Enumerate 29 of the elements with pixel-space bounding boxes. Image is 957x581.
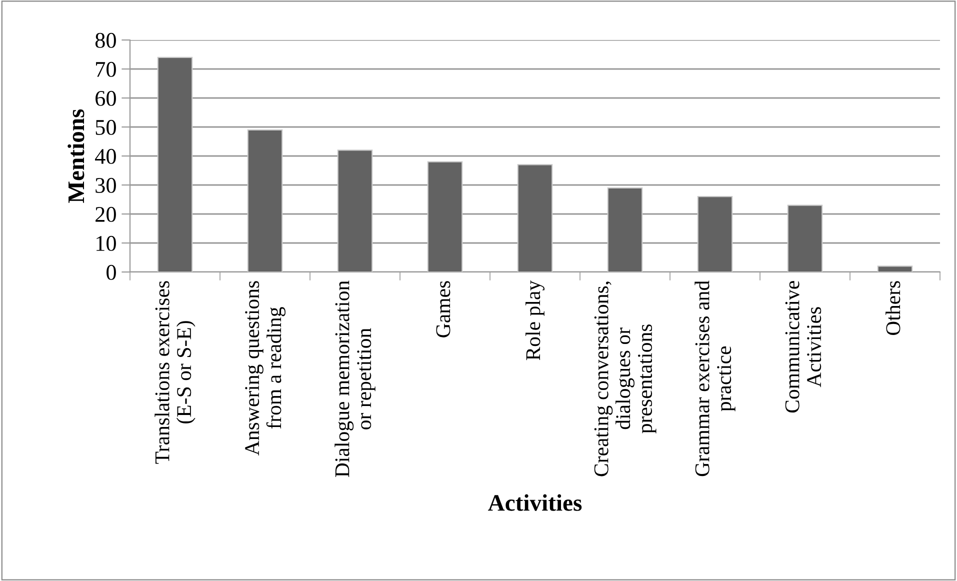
x-tick-label: Others [886, 281, 900, 336]
bar [157, 56, 193, 272]
y-tick-label: 50 [96, 120, 116, 135]
y-tick-label: 80 [95, 32, 116, 48]
x-tick-label: Role play [526, 280, 544, 360]
bar [697, 196, 733, 272]
x-tick-label: Creating conversations, dialogues or presentations [594, 282, 656, 476]
y-tick-label: 30 [96, 178, 116, 193]
y-tick-label: 10 [96, 236, 116, 251]
bar [337, 150, 373, 272]
x-tick-label: Translations exercises (E-S or S-E) [154, 281, 196, 464]
bar [427, 161, 463, 272]
y-tick-label: 70 [96, 62, 116, 77]
bar [787, 204, 823, 272]
bar [517, 164, 553, 272]
x-tick-label: Dialogue memorization or repetition [334, 280, 376, 478]
x-tick-label: Communicative Activities [785, 281, 822, 413]
y-tick-label: 40 [95, 148, 116, 164]
x-tick-label: Grammar exercises and practice [694, 280, 736, 476]
x-tick-label: Answering questions from a reading [245, 281, 286, 456]
y-tick-label: 0 [106, 264, 116, 280]
bar [877, 266, 913, 272]
y-tick-label: 60 [96, 90, 116, 106]
x-axis-title: Activities [488, 494, 582, 511]
bar [247, 129, 283, 272]
y-axis-title: Mentions [68, 109, 84, 203]
y-tick-label: 20 [96, 206, 116, 222]
x-tick-label: Games [436, 281, 450, 338]
bar [607, 187, 643, 272]
